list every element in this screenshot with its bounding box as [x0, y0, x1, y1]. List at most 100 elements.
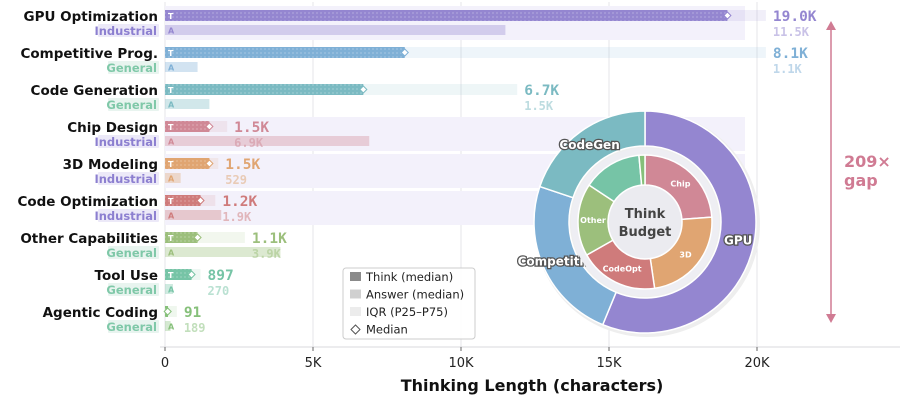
median-diamond-icon — [163, 307, 172, 316]
answer-bar — [165, 284, 173, 294]
median-diamond-icon — [400, 48, 409, 57]
x-tick-label: 20K — [744, 356, 770, 371]
think-value-label: 1.5K — [225, 157, 260, 173]
category-tag: General — [106, 246, 157, 260]
answer-value-label: 11.5K — [773, 25, 810, 39]
category-label: Competitive Prog. — [20, 46, 158, 62]
think-value-label: 6.7K — [524, 83, 559, 99]
legend-swatch — [350, 272, 361, 281]
think-value-label: 8.1K — [773, 46, 808, 62]
legend-swatch — [350, 289, 361, 299]
answer-bar — [165, 62, 198, 72]
answer-value-label: 1.5K — [524, 99, 554, 113]
x-tick-label: 10K — [448, 356, 474, 371]
answer-marker: A — [168, 175, 175, 184]
legend-swatch — [350, 307, 361, 316]
x-tick-label: 15K — [596, 356, 622, 371]
arrow-down-icon — [826, 314, 836, 323]
x-tick-label: 0 — [161, 356, 169, 371]
donut-center-title-line1: Think — [625, 207, 666, 222]
think-value-label: 1.1K — [252, 231, 287, 247]
answer-bar — [165, 247, 281, 257]
answer-bar — [165, 25, 506, 35]
median-diamond-icon — [205, 122, 214, 131]
median-diamond-icon — [196, 196, 205, 205]
tag-background — [108, 98, 159, 111]
answer-value-label: 529 — [225, 173, 247, 187]
category-tag: General — [106, 283, 157, 297]
legend-item-label: IQR (P25–P75) — [366, 305, 448, 319]
tag-background — [108, 283, 159, 296]
tag-background — [98, 24, 159, 37]
category-label: Code Optimization — [17, 194, 158, 210]
gap-annotation-line2: gap — [844, 171, 878, 190]
median-diamond-icon — [205, 159, 214, 168]
iqr-bar — [165, 232, 245, 243]
category-label: Chip Design — [67, 120, 158, 136]
donut-slice-label: CodeOpt — [603, 264, 642, 273]
think-bar-texture — [165, 269, 192, 280]
legend: Think (median) Answer (median) IQR (P25–P7… — [342, 267, 476, 340]
donut-center-title-line2: Budget — [619, 225, 672, 240]
tag-background — [108, 246, 159, 259]
donut-slice-label: 3D — [679, 250, 692, 259]
think-value-label: 91 — [184, 305, 202, 321]
tag-background — [98, 172, 159, 185]
answer-value-label: 189 — [184, 321, 206, 335]
donut-slice-label: Chip — [670, 180, 690, 189]
think-marker: T — [168, 86, 174, 95]
legend-item-label: Think (median) — [365, 270, 453, 284]
think-bar-texture — [165, 47, 405, 58]
tag-background — [98, 135, 159, 148]
answer-bar — [165, 99, 210, 109]
answer-marker: A — [168, 249, 175, 258]
legend-item-label: Answer (median) — [366, 288, 464, 302]
think-marker: T — [168, 123, 174, 132]
median-diamond-icon — [350, 324, 361, 335]
iqr-bar — [165, 47, 766, 58]
think-marker: T — [168, 49, 174, 58]
donut-slice-label: GPU — [724, 233, 752, 247]
tag-background — [108, 61, 159, 74]
donut-slice — [638, 154, 646, 186]
x-tick-label: 5K — [305, 356, 322, 371]
category-tag: General — [106, 61, 157, 75]
answer-bar — [165, 321, 171, 331]
category-tag: Industrial — [94, 135, 157, 149]
category-tag: General — [106, 320, 157, 334]
category-label: Code Generation — [31, 83, 158, 99]
think-value-label: 1.5K — [234, 120, 269, 136]
legend-box — [342, 267, 476, 340]
category-label: Other Capabilities — [20, 231, 158, 247]
answer-marker: A — [168, 64, 175, 73]
answer-bar — [165, 173, 181, 183]
think-marker: T — [168, 234, 174, 243]
median-diamond-icon — [193, 233, 202, 242]
median-diamond-icon — [359, 85, 368, 94]
answer-marker: A — [168, 138, 175, 147]
answer-value-label: 6.9K — [234, 136, 264, 150]
answer-value-label: 1.9K — [222, 210, 252, 224]
category-label: Tool Use — [95, 268, 158, 284]
think-bar-texture — [165, 84, 364, 95]
think-marker: T — [168, 12, 174, 21]
think-bar-texture — [165, 195, 201, 206]
gap-annotation-line1: 209× — [844, 152, 891, 171]
think-bar-texture — [165, 121, 210, 132]
think-bar-texture — [165, 10, 728, 21]
arrow-up-icon — [826, 21, 836, 30]
donut-slice — [601, 110, 757, 334]
category-tag: General — [106, 98, 157, 112]
answer-value-label: 1.1K — [773, 62, 803, 76]
think-value-label: 19.0K — [773, 9, 817, 25]
tag-background — [108, 320, 159, 333]
think-marker: T — [168, 160, 174, 169]
answer-value-label: 270 — [208, 284, 230, 298]
donut-slice-label: Competitive — [518, 254, 600, 268]
